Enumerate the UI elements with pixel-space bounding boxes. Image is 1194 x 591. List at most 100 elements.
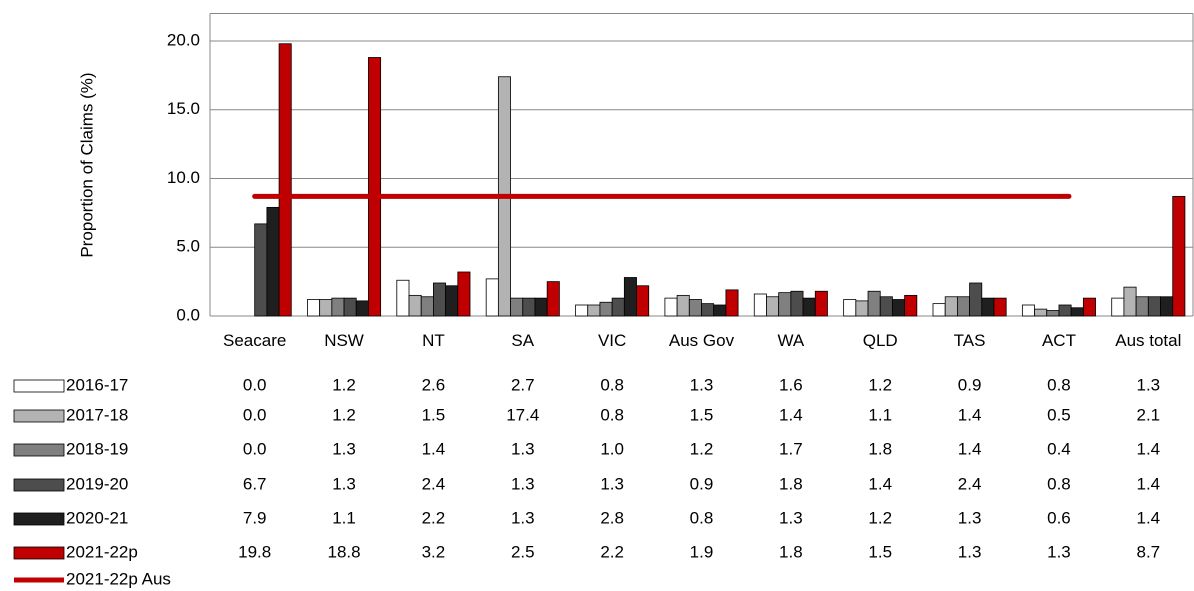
- bar: [355, 300, 369, 317]
- bar: [1147, 296, 1161, 317]
- table-value: 1.5: [868, 542, 892, 561]
- x-tick-label: SA: [511, 331, 535, 350]
- table-value: 1.3: [600, 474, 624, 493]
- table-value: 1.8: [779, 474, 803, 493]
- bar: [254, 223, 268, 317]
- x-tick-label: WA: [777, 331, 805, 350]
- bar: [713, 304, 727, 317]
- bar: [676, 294, 690, 317]
- table-value: 0.9: [690, 474, 714, 493]
- bar: [1135, 296, 1149, 317]
- table-value: 2.8: [600, 508, 624, 527]
- table-value: 1.9: [690, 542, 714, 561]
- bar: [1111, 297, 1125, 317]
- table-value: 0.0: [243, 375, 267, 394]
- table-value: 1.3: [958, 508, 982, 527]
- bar: [1123, 286, 1137, 317]
- table-value: 2.5: [511, 542, 535, 561]
- table-value: 1.2: [868, 508, 892, 527]
- legend-label: 2020-21: [66, 508, 128, 527]
- x-tick-label: Aus Gov: [668, 331, 735, 350]
- bar: [981, 297, 995, 317]
- bar: [904, 294, 918, 317]
- x-tick-label: ACT: [1041, 331, 1076, 350]
- x-tick-label: Aus total: [1115, 331, 1182, 350]
- bar: [664, 297, 678, 317]
- bar: [623, 277, 637, 317]
- bar: [1070, 307, 1084, 317]
- table-value: 1.5: [422, 405, 446, 424]
- table-value: 1.3: [511, 508, 535, 527]
- legend-label: 2016-17: [66, 375, 128, 394]
- bar: [843, 299, 857, 317]
- table-value: 1.4: [1136, 508, 1160, 527]
- legend-swatch: [13, 478, 65, 492]
- legend-label: 2018-19: [66, 439, 128, 458]
- table-value: 1.7: [779, 439, 803, 458]
- table-value: 1.6: [779, 375, 803, 394]
- bar: [944, 296, 958, 317]
- bar: [575, 304, 589, 317]
- bar: [790, 290, 804, 317]
- table-value: 1.4: [958, 405, 982, 424]
- bar: [510, 297, 524, 317]
- bar: [1082, 297, 1096, 317]
- table-value: 1.4: [1136, 474, 1160, 493]
- table-value: 2.2: [600, 542, 624, 561]
- table-value: 0.8: [600, 405, 624, 424]
- bar: [688, 299, 702, 317]
- table-value: 1.2: [690, 439, 714, 458]
- table-value: 0.8: [1047, 375, 1071, 394]
- table-value: 0.8: [690, 508, 714, 527]
- table-value: 1.3: [690, 375, 714, 394]
- bar: [611, 297, 625, 317]
- table-value: 19.8: [238, 542, 271, 561]
- table-value: 1.3: [1047, 542, 1071, 561]
- x-tick-label: NSW: [324, 331, 364, 350]
- table-value: 1.8: [779, 542, 803, 561]
- bar: [1058, 304, 1072, 317]
- bar: [343, 297, 357, 317]
- bar: [879, 296, 893, 317]
- bar: [457, 271, 471, 317]
- table-value: 0.0: [243, 405, 267, 424]
- table-value: 8.7: [1136, 542, 1160, 561]
- table-value: 1.3: [332, 439, 356, 458]
- bar: [1034, 308, 1048, 317]
- bar: [1046, 310, 1060, 317]
- bar: [307, 299, 321, 317]
- bar: [445, 285, 459, 317]
- legend-label: 2017-18: [66, 405, 128, 424]
- bar: [867, 290, 881, 317]
- bar: [701, 303, 715, 317]
- x-tick-label: NT: [422, 331, 445, 350]
- y-tick-label: 20.0: [167, 30, 200, 49]
- table-value: 6.7: [243, 474, 267, 493]
- table-value: 1.3: [511, 474, 535, 493]
- legend-label: 2021-22p Aus: [66, 569, 171, 588]
- bar: [546, 281, 560, 317]
- bar: [778, 292, 792, 317]
- bar: [766, 296, 780, 317]
- table-value: 17.4: [506, 405, 539, 424]
- bar: [855, 300, 869, 317]
- bar: [587, 304, 601, 317]
- legend-label: 2019-20: [66, 474, 128, 493]
- table-value: 1.2: [332, 375, 356, 394]
- table-value: 1.3: [332, 474, 356, 493]
- table-value: 1.4: [1136, 439, 1160, 458]
- bar: [368, 57, 382, 317]
- x-tick-label: Seacare: [223, 331, 287, 350]
- bar: [802, 297, 816, 317]
- bar: [266, 206, 280, 317]
- legend-swatch: [13, 546, 65, 560]
- table-value: 1.4: [868, 474, 892, 493]
- table-value: 1.1: [868, 405, 892, 424]
- bar: [969, 282, 983, 317]
- table-value: 2.1: [1136, 405, 1160, 424]
- bar: [814, 290, 828, 317]
- bar: [725, 289, 739, 317]
- table-value: 1.3: [779, 508, 803, 527]
- y-tick-label: 5.0: [176, 237, 200, 256]
